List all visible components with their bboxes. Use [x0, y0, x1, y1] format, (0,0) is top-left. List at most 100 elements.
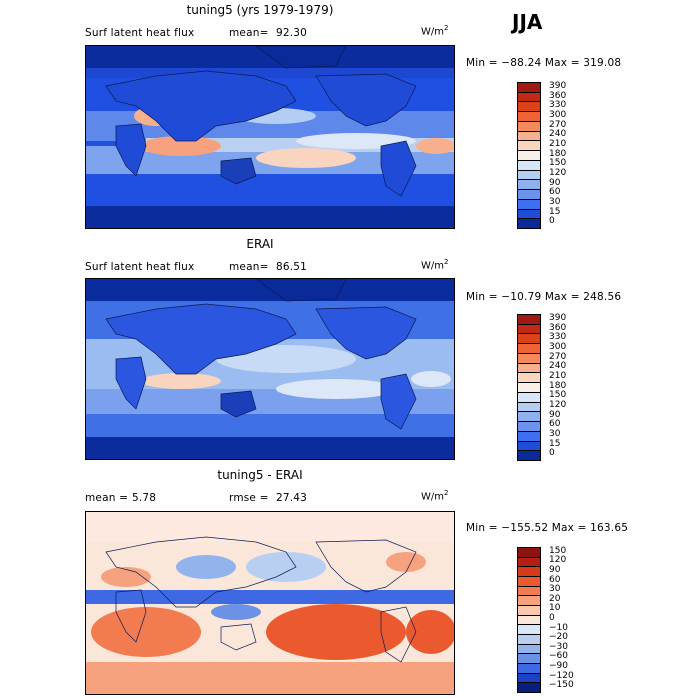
season-label: JJA	[512, 10, 543, 34]
panel-3-rmse-label: rmse =	[229, 492, 269, 504]
colorbar-swatch	[518, 654, 540, 665]
colorbar-swatch	[518, 635, 540, 645]
colorbar-swatch	[518, 586, 540, 597]
colorbar-swatch	[518, 324, 540, 335]
panel-3-colorbar-swatches	[518, 548, 540, 693]
panel-3-colorbar-labels: 150 120 90 60 30 20 10 0 −10 −20 −30 −60 −90 −120 −150	[549, 545, 589, 691]
colorbar-tick-label: 150	[549, 158, 567, 169]
panel-3-map	[85, 511, 455, 695]
colorbar-tick-label: 360	[549, 90, 567, 101]
colorbar-tick-label: −150	[549, 680, 574, 691]
colorbar-swatch	[518, 402, 540, 413]
panel-3-minmax: Min = −155.52 Max = 163.65	[466, 522, 629, 534]
colorbar-tick-label: 15	[549, 438, 561, 449]
colorbar-tick-label: 60	[549, 419, 561, 430]
colorbar-swatch	[518, 102, 540, 113]
colorbar-swatch	[518, 451, 540, 461]
panel-3-colorbar	[517, 547, 541, 693]
colorbar-tick-label: 120	[549, 555, 567, 566]
colorbar-swatch	[518, 363, 540, 374]
colorbar-tick-label: 120	[549, 167, 567, 178]
panel-2-colorbar-labels: 390 360 330 300 270 240 210 180 150 120 90 60 30 15 0	[549, 312, 589, 459]
colorbar-tick-label: 10	[549, 603, 561, 614]
panel-2-mean-value: 86.51	[276, 261, 308, 273]
colorbar-swatch	[518, 548, 540, 558]
colorbar-swatch	[518, 557, 540, 568]
colorbar-swatch	[518, 170, 540, 181]
colorbar-swatch	[518, 596, 540, 607]
colorbar-swatch	[518, 151, 540, 161]
panel-2-colorbar	[517, 314, 541, 461]
panel-2-colorbar-swatches	[518, 315, 540, 461]
panel-3-mean-label: mean =	[85, 492, 129, 504]
panel-1-minmax: Min = −88.24 Max = 319.08	[466, 57, 622, 69]
colorbar-swatch	[518, 664, 540, 674]
colorbar-tick-label: 180	[549, 380, 567, 391]
colorbar-tick-label: 150	[549, 390, 567, 401]
colorbar-tick-label: −30	[549, 641, 568, 652]
panel-1-mean-value: 92.30	[276, 27, 308, 39]
colorbar-tick-label: 30	[549, 584, 561, 595]
colorbar-swatch	[518, 577, 540, 587]
colorbar-tick-label: 390	[549, 80, 567, 91]
colorbar-swatch	[518, 606, 540, 616]
colorbar-swatch	[518, 315, 540, 325]
colorbar-tick-label: 330	[549, 332, 567, 343]
colorbar-tick-label: 300	[549, 341, 567, 352]
colorbar-swatch	[518, 219, 540, 229]
panel-2-variable: Surf latent heat flux	[85, 261, 195, 273]
colorbar-swatch	[518, 353, 540, 364]
panel-3-mean-value: 5.78	[132, 492, 157, 504]
colorbar-tick-label: 270	[549, 119, 567, 130]
colorbar-tick-label: 0	[549, 613, 555, 623]
colorbar-tick-label: 390	[549, 312, 567, 323]
colorbar-swatch	[518, 644, 540, 655]
colorbar-tick-label: −120	[549, 670, 574, 681]
colorbar-tick-label: 330	[549, 100, 567, 111]
colorbar-swatch	[518, 121, 540, 132]
colorbar-swatch	[518, 180, 540, 191]
panel-2-mean-label: mean=	[229, 261, 269, 273]
colorbar-swatch	[518, 392, 540, 403]
colorbar-tick-label: 15	[549, 206, 561, 217]
colorbar-tick-label: 90	[549, 565, 561, 575]
colorbar-tick-label: 60	[549, 187, 561, 198]
colorbar-tick-label: 210	[549, 370, 567, 381]
panel-1-mean-label: mean=	[229, 27, 269, 39]
colorbar-swatch	[518, 431, 540, 442]
panel-1-colorbar	[517, 82, 541, 229]
colorbar-swatch	[518, 141, 540, 152]
colorbar-swatch	[518, 112, 540, 122]
colorbar-swatch	[518, 209, 540, 220]
colorbar-tick-label: 240	[549, 361, 567, 372]
colorbar-tick-label: 270	[549, 351, 567, 362]
colorbar-tick-label: −20	[549, 632, 568, 643]
colorbar-swatch	[518, 683, 540, 693]
colorbar-tick-label: 90	[549, 409, 561, 420]
colorbar-tick-label: 240	[549, 129, 567, 140]
colorbar-swatch	[518, 92, 540, 103]
colorbar-tick-label: 150	[549, 545, 567, 556]
colorbar-tick-label: 30	[549, 196, 561, 207]
colorbar-tick-label: 0	[549, 216, 555, 227]
colorbar-tick-label: −90	[549, 661, 568, 671]
panel-1-colorbar-swatches	[518, 83, 540, 229]
colorbar-swatch	[518, 422, 540, 432]
colorbar-tick-label: 180	[549, 148, 567, 159]
colorbar-swatch	[518, 383, 540, 393]
colorbar-tick-label: 360	[549, 322, 567, 333]
colorbar-tick-label: 20	[549, 593, 561, 604]
panel-1-variable: Surf latent heat flux	[85, 27, 195, 39]
colorbar-tick-label: 60	[549, 574, 561, 585]
colorbar-tick-label: 90	[549, 177, 561, 188]
colorbar-tick-label: −10	[549, 622, 568, 633]
colorbar-swatch	[518, 615, 540, 626]
panel-2-title: ERAI	[246, 237, 274, 251]
colorbar-tick-label: 120	[549, 399, 567, 410]
colorbar-swatch	[518, 412, 540, 423]
colorbar-swatch	[518, 625, 540, 636]
colorbar-tick-label: 300	[549, 109, 567, 120]
panel-2-minmax: Min = −10.79 Max = 248.56	[466, 291, 622, 303]
colorbar-swatch	[518, 131, 540, 142]
colorbar-swatch	[518, 334, 540, 345]
